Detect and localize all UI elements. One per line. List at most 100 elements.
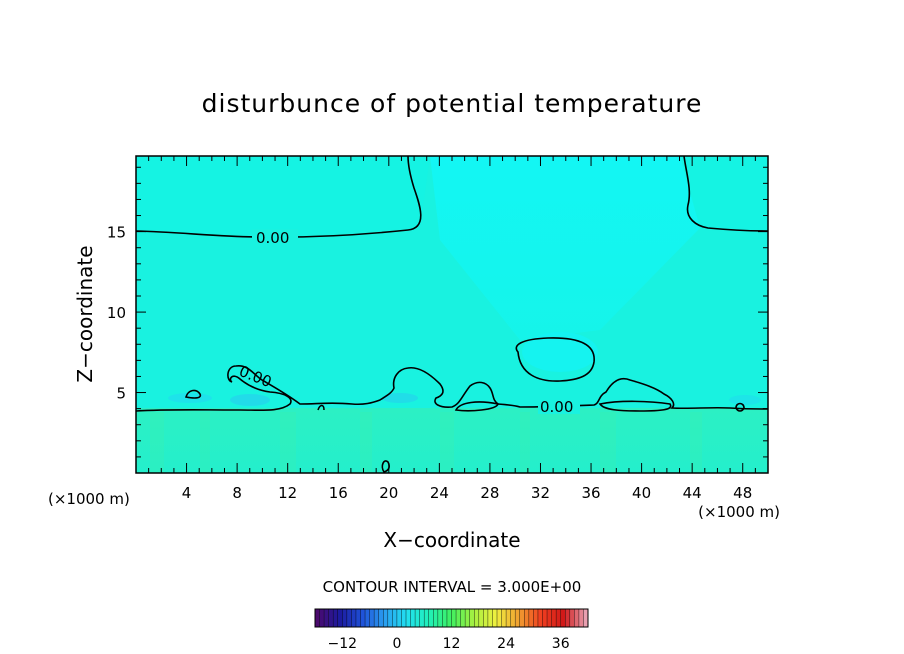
contour-small-14: [317, 404, 325, 411]
colorbar-cell: [478, 609, 484, 627]
colorbar-cell: [401, 609, 407, 627]
low-layer: [136, 408, 768, 473]
x-tick-label: 24: [430, 484, 449, 502]
colorbar-cell: [542, 609, 548, 627]
contour-lower-band: [136, 365, 768, 412]
colorbar-cell: [442, 609, 448, 627]
x-tick-label: 8: [232, 484, 242, 502]
colorbar-frame: [314, 608, 589, 628]
colorbar-cell: [501, 609, 507, 627]
colorbar-cell: [437, 609, 443, 627]
contour-interval-text: CONTOUR INTERVAL = 3.000E+00: [323, 578, 582, 596]
colorbar-cell: [315, 609, 320, 627]
contour-small-26: [454, 401, 500, 412]
colorbar: [314, 608, 589, 628]
colorbar-cell: [506, 609, 511, 627]
x-tick-label: 32: [531, 484, 550, 502]
z-unit-label: (×1000 m): [48, 490, 130, 508]
colorbar-cell: [556, 609, 561, 627]
contour-label: 0.00: [256, 229, 289, 247]
colorbar-cell: [483, 609, 489, 627]
colorbar-cell: [346, 609, 352, 627]
colorbar-cell: [497, 609, 502, 627]
colorbar-cell: [565, 609, 570, 627]
colorbar-cell: [460, 609, 466, 627]
chart-title: disturbunce of potential temperature: [202, 89, 703, 118]
colorbar-cell: [333, 609, 338, 627]
colorbar-cell: [583, 609, 589, 627]
contour-label: 0.00: [540, 398, 573, 416]
colorbar-cell: [474, 609, 479, 627]
colorbar-cell: [560, 609, 566, 627]
x-tick-label: 28: [480, 484, 499, 502]
contour-small-47: [735, 402, 745, 412]
contour-upper-left: [136, 156, 422, 238]
contour-small-20: [381, 460, 390, 473]
x-axis-label: X−coordinate: [383, 528, 520, 552]
colorbar-cell: [387, 609, 393, 627]
colorbar-cell: [533, 609, 539, 627]
colorbar-cell: [465, 609, 470, 627]
contour-lower-inner: [598, 400, 672, 412]
x-tick-label: 40: [632, 484, 651, 502]
colorbar-cell: [515, 609, 520, 627]
colorbar-cell: [319, 609, 325, 627]
colorbar-tick-label: 0: [392, 636, 401, 652]
colorbar-cell: [415, 609, 420, 627]
colorbar-cell: [383, 609, 388, 627]
colorbar-cell: [337, 609, 343, 627]
colorbar-cell: [492, 609, 498, 627]
plume-region: [430, 156, 700, 340]
colorbar-cell: [360, 609, 366, 627]
contour-upper-right: [683, 156, 768, 232]
colorbar-cell: [487, 609, 493, 627]
colorbar-cell: [456, 609, 461, 627]
colorbar-cell: [446, 609, 452, 627]
colorbar-tick-label: 24: [497, 636, 515, 652]
colorbar-cell: [351, 609, 357, 627]
colorbar-cell: [328, 609, 334, 627]
y-tick-label: 5: [116, 385, 126, 403]
y-axis-label: Z−coordinate: [73, 245, 97, 382]
colorbar-tick-label: 12: [443, 636, 461, 652]
x-tick-label: 4: [182, 484, 192, 502]
colorbar-cell: [551, 609, 557, 627]
colorbar-cell: [369, 609, 375, 627]
colorbar-cell: [396, 609, 402, 627]
colorbar-cell: [374, 609, 379, 627]
colorbar-cell: [433, 609, 439, 627]
colorbar-cell: [428, 609, 434, 627]
colorbar-cell: [324, 609, 329, 627]
colorbar-cell: [547, 609, 552, 627]
colorbar-cell: [510, 609, 516, 627]
colorbar-cell: [574, 609, 580, 627]
colorbar-cell: [528, 609, 534, 627]
x-ticks: 4 8 12 16 20 24 28 32 36 40 44 48: [148, 156, 756, 502]
colorbar-cell: [578, 609, 584, 627]
colorbar-cell: [342, 609, 348, 627]
colorbar-cell: [392, 609, 398, 627]
colorbar-cell: [519, 609, 525, 627]
contour-bubble-center: [515, 337, 595, 382]
plot-area: 0.00 0.00 0.00: [136, 156, 768, 473]
contour-small-left: [184, 389, 202, 399]
x-tick-label: 12: [278, 484, 297, 502]
colorbar-cell: [410, 609, 416, 627]
upper-region: [136, 156, 768, 236]
colorbar-ticks: −12 0 12 24 36: [328, 636, 570, 652]
colorbar-tick-label: 36: [552, 636, 570, 652]
colorbar-cell: [451, 609, 457, 627]
x-tick-label: 16: [329, 484, 348, 502]
x-tick-label: 48: [733, 484, 752, 502]
x-tick-label: 20: [379, 484, 398, 502]
x-unit-label: (×1000 m): [698, 503, 780, 521]
colorbar-tick-label: −12: [328, 636, 358, 652]
colorbar-cell: [365, 609, 370, 627]
low-layer-texture: [150, 412, 702, 473]
contour-lines: [136, 156, 768, 473]
y-tick-label: 15: [107, 224, 126, 242]
colorbar-cell: [406, 609, 411, 627]
y-tick-label: 10: [107, 304, 126, 322]
colorbar-cell: [569, 609, 575, 627]
